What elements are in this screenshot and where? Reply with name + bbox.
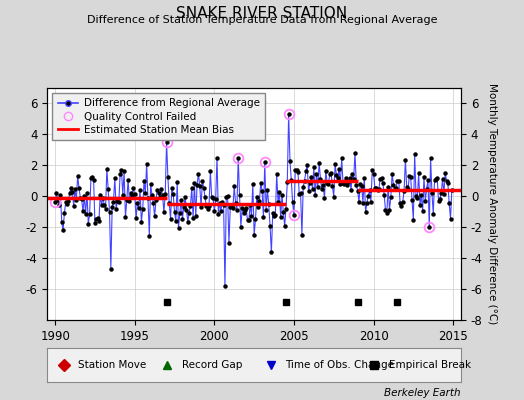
Y-axis label: Monthly Temperature Anomaly Difference (°C): Monthly Temperature Anomaly Difference (…	[487, 83, 497, 325]
Text: Difference of Station Temperature Data from Regional Average: Difference of Station Temperature Data f…	[87, 15, 437, 25]
Text: SNAKE RIVER STATION: SNAKE RIVER STATION	[177, 6, 347, 21]
Text: Berkeley Earth: Berkeley Earth	[385, 388, 461, 398]
Legend: Difference from Regional Average, Quality Control Failed, Estimated Station Mean: Difference from Regional Average, Qualit…	[52, 93, 265, 140]
Text: Time of Obs. Change: Time of Obs. Change	[285, 360, 394, 370]
Text: Station Move: Station Move	[78, 360, 146, 370]
Text: Empirical Break: Empirical Break	[389, 360, 471, 370]
Text: Record Gap: Record Gap	[182, 360, 242, 370]
